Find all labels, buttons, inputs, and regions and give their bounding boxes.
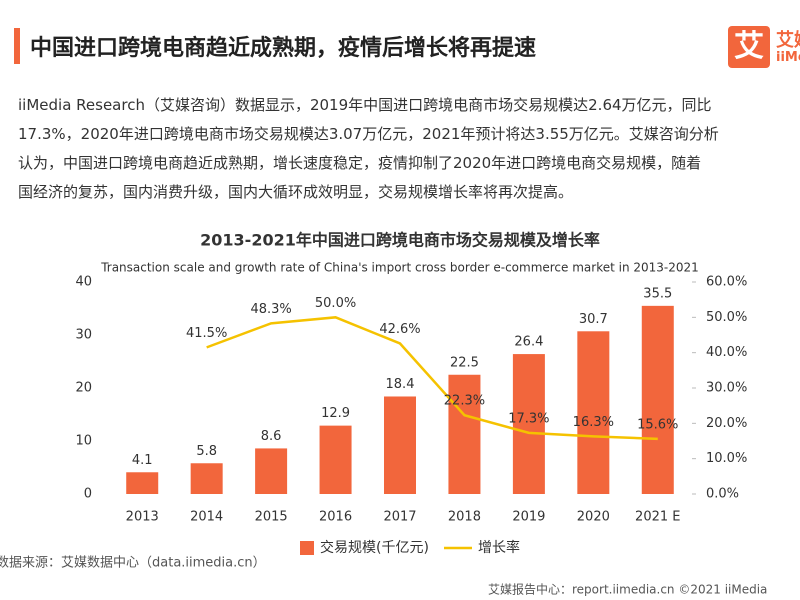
chart-subtitle: Transaction scale and growth rate of Chi…: [100, 261, 699, 275]
y2-tick-label: 50.0%: [706, 310, 747, 325]
legend-label: 交易规模(千亿元): [320, 539, 429, 556]
y-tick-label: 30: [75, 328, 92, 343]
chart-title: 2013-2021年中国进口跨境电商市场交易规模及增长率: [200, 231, 600, 250]
line-label: 42.6%: [379, 322, 420, 337]
title-accent: [14, 28, 20, 64]
line-label: 16.3%: [573, 415, 614, 430]
y2-tick-label: 20.0%: [706, 416, 747, 431]
bar-label: 26.4: [514, 335, 543, 350]
bar: [319, 425, 352, 494]
bar: [512, 354, 545, 494]
y2-tick-label: 10.0%: [706, 451, 747, 466]
paragraph-line: 认为，中国进口跨境电商趋近成熟期，增长速度稳定，疫情抑制了2020年进口跨境电商…: [18, 154, 702, 172]
bar: [448, 374, 481, 494]
bar-label: 30.7: [579, 312, 608, 327]
line: [206, 316, 658, 441]
x-tick-label: 2013: [126, 510, 159, 525]
line-label: 22.3%: [444, 394, 485, 409]
y-tick-label: 20: [75, 381, 92, 396]
line-label: 50.0%: [315, 296, 356, 311]
bar: [126, 472, 159, 494]
bar-label: 4.1: [132, 453, 153, 468]
bar-label: 8.6: [261, 429, 282, 444]
logo-text: 艾媒: [776, 30, 800, 51]
y2-tick-label: 60.0%: [706, 275, 747, 290]
x-tick-label: 2014: [190, 510, 223, 525]
logo-text: iiMedia: [776, 50, 800, 65]
bar: [641, 305, 674, 494]
bar: [577, 331, 610, 494]
header-title: 中国进口跨境电商趋近成熟期，疫情后增长将再提速: [30, 36, 537, 61]
y2-tick-label: 30.0%: [706, 381, 747, 396]
line-label: 15.6%: [637, 417, 678, 432]
y-tick-label: 0: [84, 487, 92, 502]
line-label: 41.5%: [186, 326, 227, 341]
y2-tick-label: 0.0%: [706, 487, 739, 502]
paragraph-line: 国经济的复苏，国内消费升级，国内大循环成效明显，交易规模增长率将再次提高。: [18, 183, 574, 201]
bar: [190, 463, 223, 494]
bar: [255, 448, 288, 494]
legend-label: 增长率: [478, 539, 520, 556]
bar-label: 5.8: [196, 444, 217, 459]
footer: 艾媒报告中心：report.iimedia.cn ©2021 iiMedia: [488, 582, 767, 597]
source: 数据来源：艾媒数据中心（data.iimedia.cn）: [0, 556, 266, 571]
x-tick-label: 2021 E: [635, 510, 680, 525]
paragraph-line: 17.3%，2020年进口跨境电商市场交易规模达3.07万亿元，2021年预计将…: [18, 125, 719, 143]
bar-label: 12.9: [321, 406, 350, 421]
y-tick-label: 10: [75, 434, 92, 449]
line-label: 48.3%: [250, 302, 291, 317]
x-tick-label: 2017: [383, 510, 416, 525]
bar-label: 35.5: [643, 286, 672, 301]
bar-label: 18.4: [386, 377, 415, 392]
bar: [384, 396, 416, 494]
x-tick-label: 2019: [512, 510, 545, 525]
x-tick-label: 2020: [577, 510, 610, 525]
x-tick-label: 2015: [255, 510, 288, 525]
y2-tick-label: 40.0%: [706, 345, 747, 360]
line-label: 17.3%: [508, 411, 549, 426]
paragraph-line: iiMedia Research（艾媒咨询）数据显示，2019年中国进口跨境电商…: [18, 96, 712, 114]
x-tick-label: 2016: [319, 510, 352, 525]
logo: 艾: [728, 26, 770, 68]
bar-label: 22.5: [450, 355, 479, 370]
y-tick-label: 40: [75, 275, 92, 290]
x-tick-label: 2018: [448, 510, 481, 525]
legend-swatch: [300, 541, 314, 555]
